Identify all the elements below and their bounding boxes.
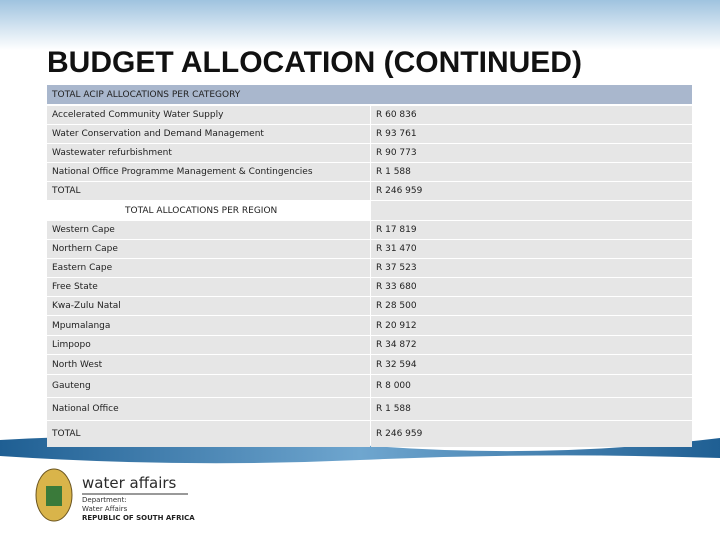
row-label: Limpopo <box>47 336 370 354</box>
row-value: R 1 588 <box>371 163 692 181</box>
row-label: Gauteng <box>47 375 370 397</box>
row-value: R 1 588 <box>371 398 692 420</box>
row-value: R 37 523 <box>371 259 692 277</box>
row-value: R 34 872 <box>371 336 692 354</box>
row-value: R 93 761 <box>371 125 692 143</box>
row-value: R 60 836 <box>371 106 692 124</box>
row-value: R 8 000 <box>371 375 692 397</box>
row-value: R 32 594 <box>371 355 692 374</box>
table-header: TOTAL ACIP ALLOCATIONS PER CATEGORY <box>47 85 692 104</box>
row-label: Mpumalanga <box>47 316 370 335</box>
row-value: R 31 470 <box>371 240 692 258</box>
section-header: TOTAL ALLOCATIONS PER REGION <box>47 201 370 220</box>
row-label: Free State <box>47 278 370 296</box>
logo-brand: water affairs <box>82 474 177 492</box>
logo-line: Water Affairs <box>82 505 128 513</box>
logo-line: REPUBLIC OF SOUTH AFRICA <box>82 514 195 522</box>
row-value: R 28 500 <box>371 297 692 315</box>
row-value: R 90 773 <box>371 144 692 162</box>
row-label: Western Cape <box>47 221 370 239</box>
row-label: Wastewater refurbishment <box>47 144 370 162</box>
row-label: North West <box>47 355 370 374</box>
row-label: TOTAL <box>47 421 370 447</box>
row-label: Kwa-Zulu Natal <box>47 297 370 315</box>
section-header-blank <box>371 201 692 220</box>
row-label: Accelerated Community Water Supply <box>47 106 370 124</box>
coat-of-arms <box>35 468 73 522</box>
row-label: Northern Cape <box>47 240 370 258</box>
slide-title: BUDGET ALLOCATION (CONTINUED) <box>47 46 582 79</box>
row-value: R 246 959 <box>371 421 692 447</box>
row-value: R 20 912 <box>371 316 692 335</box>
row-value: R 246 959 <box>371 182 692 200</box>
row-label: Eastern Cape <box>47 259 370 277</box>
row-label: TOTAL <box>47 182 370 200</box>
logo-line: Department: <box>82 496 127 504</box>
row-label: National Office <box>47 398 370 420</box>
row-label: Water Conservation and Demand Management <box>47 125 370 143</box>
row-label: National Office Programme Management & C… <box>47 163 370 181</box>
row-value: R 33 680 <box>371 278 692 296</box>
row-value: R 17 819 <box>371 221 692 239</box>
